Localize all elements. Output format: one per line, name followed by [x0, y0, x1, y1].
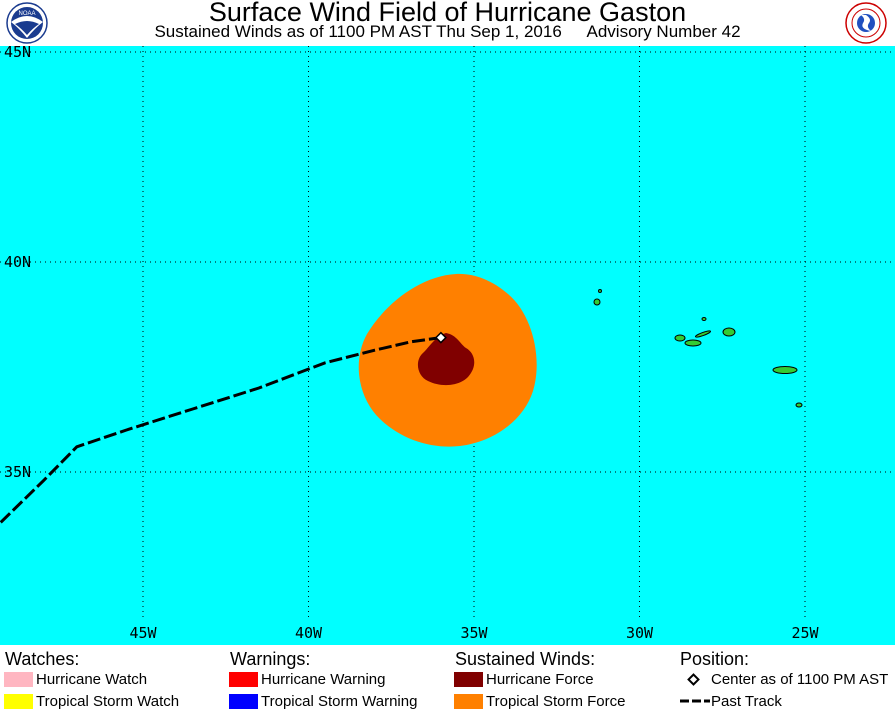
longitude-label: 25W — [791, 624, 819, 642]
longitude-label: 35W — [460, 624, 488, 642]
longitude-label: 45W — [129, 624, 157, 642]
legend-winds-heading: Sustained Winds: — [455, 649, 596, 669]
hurricane-watch-label: Hurricane Watch — [36, 671, 148, 688]
island-faial — [674, 334, 686, 342]
island-pico — [684, 339, 702, 347]
header: NOAA Surface Wind Field of Hurricane Gas… — [0, 0, 895, 46]
center-position-label: Center as of 1100 PM AST — [711, 671, 889, 688]
legend-position-heading: Position: — [680, 649, 750, 669]
advisory-number: Advisory Number 42 — [586, 22, 741, 41]
tropical-storm-watch-swatch — [4, 694, 33, 709]
nws-logo-icon — [845, 2, 887, 44]
hurricane-force-wind-field — [417, 333, 475, 386]
latitude-label: 40N — [4, 253, 31, 271]
map-title: Surface Wind Field of Hurricane Gaston — [208, 0, 687, 27]
hurricane-watch-swatch — [4, 672, 33, 687]
legend: Watches: Hurricane Watch Tropical Storm … — [0, 645, 895, 716]
hurricane-force-swatch — [454, 672, 483, 687]
tropical-storm-force-swatch — [454, 694, 483, 709]
tropical-storm-warning-swatch — [229, 694, 258, 709]
past-track-line — [0, 336, 442, 524]
svg-text:NOAA: NOAA — [18, 11, 35, 17]
hurricane-warning-label: Hurricane Warning — [261, 671, 386, 688]
legend-watches-heading: Watches: — [5, 649, 80, 669]
latitude-label: 45N — [4, 46, 31, 61]
island-sao-jorge — [694, 330, 712, 338]
island-graciosa — [701, 317, 707, 321]
hurricane-force-label: Hurricane Force — [486, 671, 594, 688]
axis-labels: 45N 40N 35N 45W 40W 35W 30W 25W — [4, 46, 820, 642]
tropical-storm-warning-label: Tropical Storm Warning — [261, 693, 418, 710]
island-terceira — [722, 327, 736, 337]
island-corvo — [593, 298, 601, 306]
island-santa-maria — [795, 402, 803, 408]
azores-islands — [593, 289, 803, 408]
past-track-icon — [680, 699, 710, 703]
hurricane-warning-swatch — [229, 672, 258, 687]
map-subtitle: Sustained Winds as of 1100 PM AST Thu Se… — [0, 22, 895, 42]
advisory-time: Sustained Winds as of 1100 PM AST Thu Se… — [154, 22, 562, 41]
lat-lon-grid — [0, 46, 895, 621]
tropical-storm-watch-label: Tropical Storm Watch — [36, 693, 180, 710]
noaa-logo-icon: NOAA — [6, 2, 48, 44]
island-flores — [598, 289, 602, 293]
longitude-label: 30W — [626, 624, 654, 642]
past-track-label: Past Track — [711, 693, 782, 710]
wind-field-map: 45N 40N 35N 45W 40W 35W 30W 25W — [0, 46, 895, 645]
legend-warnings-heading: Warnings: — [230, 649, 311, 669]
tropical-storm-force-label: Tropical Storm Force — [486, 693, 626, 710]
center-marker-icon — [687, 673, 700, 686]
latitude-label: 35N — [4, 463, 31, 481]
storm-center-marker — [434, 331, 447, 344]
longitude-label: 40W — [295, 624, 323, 642]
island-sao-miguel — [772, 366, 798, 374]
